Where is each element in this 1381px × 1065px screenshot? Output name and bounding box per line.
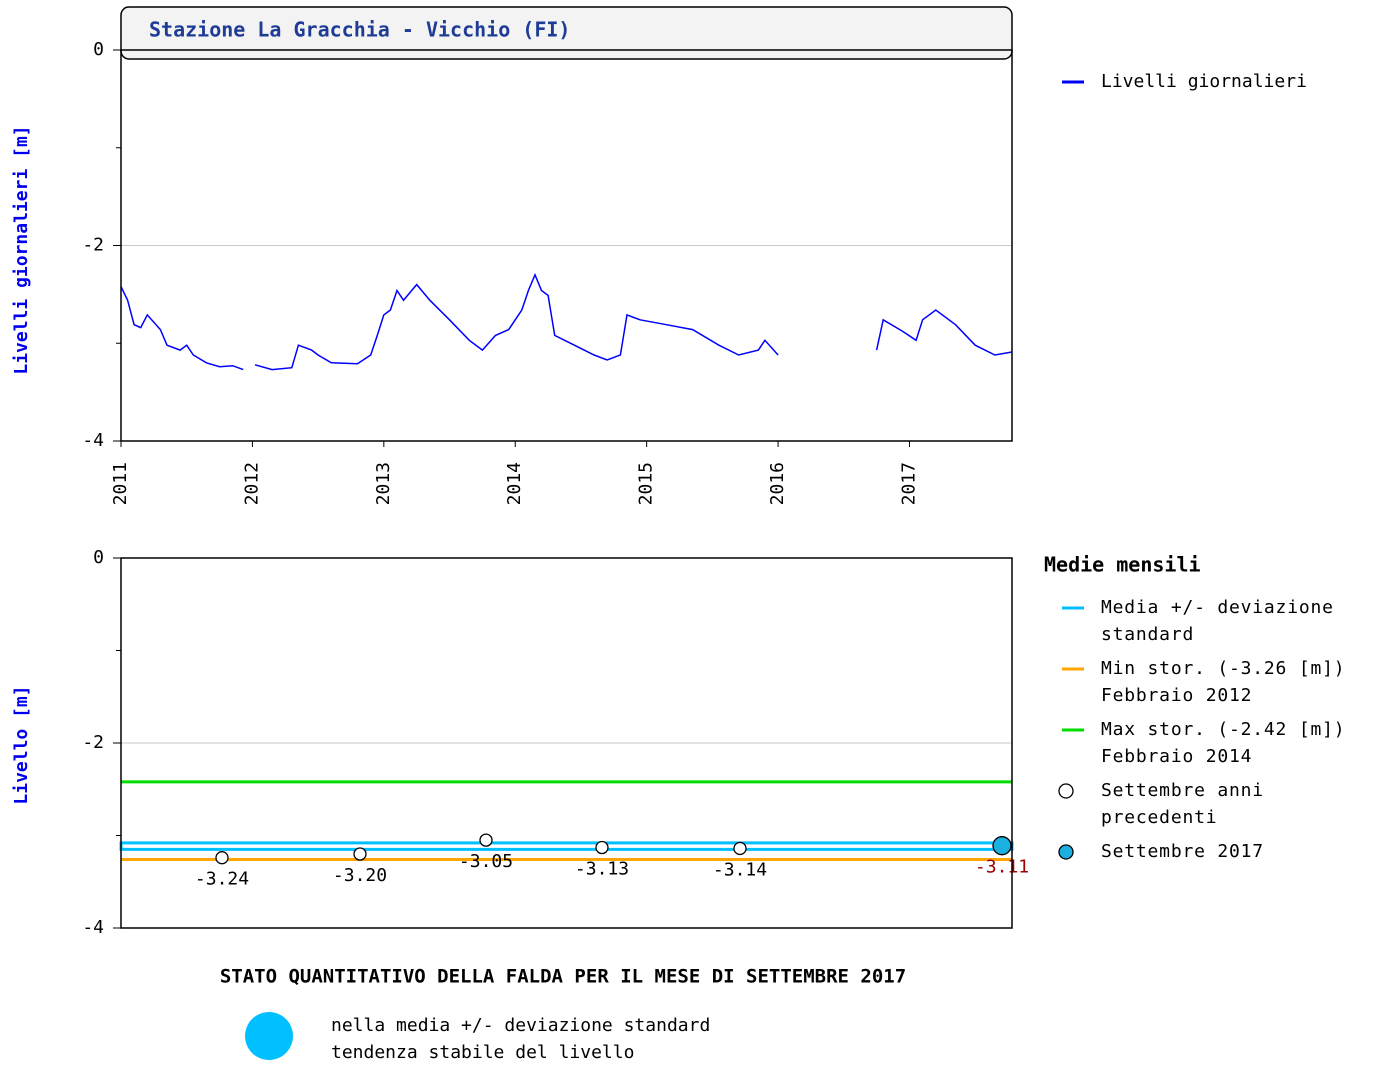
status-line: tendenza stabile del livello [331, 1042, 634, 1063]
legend-label: Min stor. (-3.26 [m]) Febbraio 2012 [1101, 658, 1346, 706]
x-tick-label: 2013 [373, 462, 394, 505]
legend-label: Livelli giornalieri [1101, 71, 1307, 92]
data-point [479, 833, 493, 847]
y-tick-label: 0 [93, 39, 104, 60]
data-label: -3.20 [333, 865, 387, 886]
legend-label: Settembre anni precedenti [1101, 780, 1264, 828]
y-axis-label: Livello [m] [11, 685, 32, 804]
y-tick-label: -2 [82, 732, 104, 753]
x-tick-label: 2016 [767, 462, 788, 505]
status-line: nella media +/- deviazione standard [331, 1015, 710, 1036]
legend-label: Settembre 2017 [1101, 841, 1264, 862]
plot-frame [120, 557, 1013, 929]
y-axis-label: Livelli giornalieri [m] [11, 125, 32, 374]
legend-label: Max stor. (-2.42 [m]) Febbraio 2014 [1101, 719, 1346, 767]
std-band [119, 841, 1014, 851]
data-label: -3.11 [975, 857, 1029, 878]
data-point [215, 851, 229, 865]
data-label: -3.14 [713, 859, 767, 880]
data-point [992, 836, 1012, 856]
y-tick-label: -4 [82, 917, 104, 938]
legend-label: Media +/- deviazione standard [1101, 597, 1334, 645]
series-line [120, 272, 1013, 371]
status-marker [245, 1012, 293, 1060]
legend-marker [1058, 783, 1074, 799]
x-tick-label: 2017 [898, 462, 919, 505]
title-box [120, 6, 1013, 60]
data-point [733, 841, 747, 856]
data-point [353, 847, 367, 861]
legend-marker [1058, 844, 1074, 860]
y-tick-label: -4 [82, 430, 104, 451]
data-point [595, 840, 609, 855]
x-tick-label: 2012 [241, 462, 262, 505]
legend-title: Medie mensili [1044, 553, 1201, 577]
data-label: -3.05 [459, 851, 513, 872]
y-tick-label: 0 [93, 547, 104, 568]
status-title: STATO QUANTITATIVO DELLA FALDA PER IL ME… [220, 966, 906, 988]
y-tick-label: -2 [82, 235, 104, 256]
plot-frame [120, 49, 1013, 442]
x-tick-label: 2014 [504, 462, 525, 505]
data-label: -3.13 [575, 859, 629, 880]
data-label: -3.24 [195, 869, 249, 890]
x-tick-label: 2011 [110, 462, 131, 505]
x-tick-label: 2015 [636, 462, 657, 505]
chart-title: Stazione La Gracchia - Vicchio (FI) [149, 18, 570, 42]
